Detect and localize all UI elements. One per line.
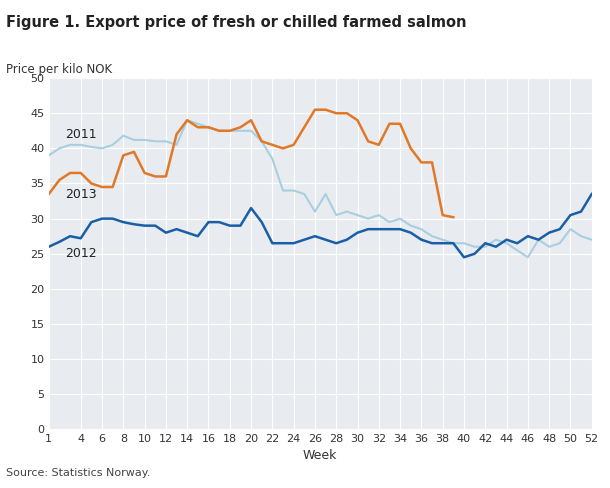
Text: 2013: 2013: [65, 187, 96, 201]
Text: 2012: 2012: [65, 247, 96, 260]
Text: Figure 1. Export price of fresh or chilled farmed salmon: Figure 1. Export price of fresh or chill…: [6, 15, 467, 30]
Text: 2011: 2011: [65, 128, 96, 141]
Text: Source: Statistics Norway.: Source: Statistics Norway.: [6, 468, 151, 478]
Text: Price per kilo NOK: Price per kilo NOK: [6, 63, 112, 77]
X-axis label: Week: Week: [303, 449, 337, 462]
